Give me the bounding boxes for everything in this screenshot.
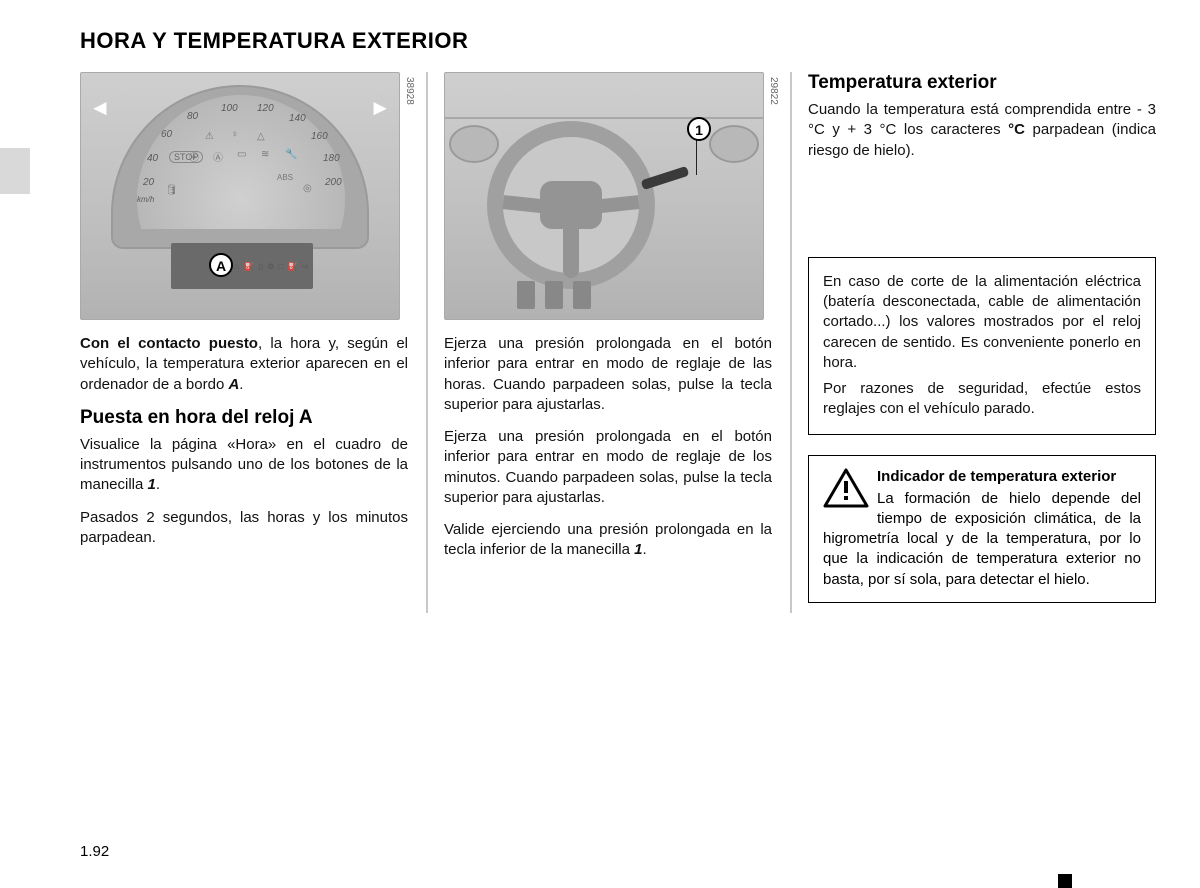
page-number: 1.92 [80, 843, 109, 860]
col1-para-2: Visualice la página «Hora» en el cuadro … [80, 435, 408, 496]
column-2: 1 29822 Ejerza una presión prolongada en… [444, 72, 792, 613]
figure-1-ref: 38928 [404, 77, 415, 105]
warning-triangle-icon [823, 468, 869, 508]
wheel-hub [540, 181, 602, 229]
speed-100: 100 [221, 103, 238, 114]
turn-left-icon: ◄ [89, 95, 111, 121]
pedal-1 [517, 281, 535, 309]
abs-icon: ABS [277, 173, 293, 182]
clock-setting-heading: Puesta en hora del reloj A [80, 407, 408, 429]
column-3: Temperatura exterior Cuando la temperatu… [808, 72, 1156, 613]
figure-2-ref: 29822 [768, 77, 779, 105]
col1-para-3: Pasados 2 segundos, las horas y los minu… [80, 508, 408, 549]
auto-icon: Ⓐ [213, 149, 223, 164]
col1-p2-a: Visualice la página «Hora» en el cuadro … [80, 436, 408, 494]
battery-icon: ▭ [237, 149, 246, 160]
pedal-2 [545, 281, 563, 309]
vent-right-icon [709, 125, 759, 163]
vent-left-icon [449, 125, 499, 163]
col3-para-1: Cuando la temperatura está comprendida e… [808, 100, 1156, 161]
speed-200: 200 [325, 177, 342, 188]
col2-p3-a: Valide ejerciendo una presión prolongada… [444, 521, 772, 558]
col1-p2-b: . [156, 476, 160, 493]
turn-right-icon: ► [369, 95, 391, 121]
col2-para-3: Valide ejerciendo una presión prolongada… [444, 520, 772, 561]
speed-160: 160 [311, 131, 328, 142]
callout-a: A [209, 253, 233, 277]
page-title: HORA Y TEMPERATURA EXTERIOR [80, 28, 1128, 54]
wrench-icon: 🔧 [285, 149, 297, 160]
speed-80: 80 [187, 111, 198, 122]
info-box-p2: Por razones de seguridad, efectúe estos … [823, 379, 1141, 420]
display-icons-row: ♨ ⛽ ▯ ⚙ □ ⛽ ⇨ [233, 262, 310, 271]
ignition-on-label: Con el contacto puesto [80, 335, 258, 352]
speed-140: 140 [289, 113, 306, 124]
ref-1a: 1 [148, 476, 156, 493]
col2-para-2: Ejerza una presión prolongada en el botó… [444, 427, 772, 508]
speed-20: 20 [143, 177, 154, 188]
column-1: ◄ ► 20 40 60 80 100 120 140 160 180 200 … [80, 72, 428, 613]
warning-box-ice: Indicador de temperatura exterior La for… [808, 455, 1156, 603]
brake-icon: ⦿ [189, 149, 199, 164]
info-box-p1: En caso de corte de la alimentación eléc… [823, 272, 1141, 373]
wheel-spoke-bottom [563, 224, 579, 278]
speed-180: 180 [323, 153, 340, 164]
deg-c-label: °C [1008, 121, 1025, 138]
figure-1-gauge: ◄ ► 20 40 60 80 100 120 140 160 180 200 … [80, 72, 400, 320]
oil-icon: 🛢 [165, 185, 178, 196]
speed-60: 60 [161, 129, 172, 140]
speed-120: 120 [257, 103, 274, 114]
speed-unit: km/h [137, 195, 154, 204]
figure-2-wheel: 1 29822 [444, 72, 764, 320]
info-box-power: En caso de corte de la alimentación eléc… [808, 257, 1156, 435]
callout-1: 1 [687, 117, 711, 141]
warn-heading: Indicador de temperatura exterior [823, 468, 1141, 485]
col1-para-1: Con el contacto puesto, la hora y, según… [80, 334, 408, 395]
warning-icon: △ [257, 131, 265, 142]
speed-40: 40 [147, 153, 158, 164]
section-tab [0, 148, 30, 194]
col1-p1-end: . [239, 376, 243, 393]
ext-temp-heading: Temperatura exterior [808, 72, 1156, 94]
seatbelt-icon: ♀ [231, 129, 239, 140]
steering-wheel [487, 121, 655, 289]
dash-line [445, 117, 763, 119]
airbag-icon: ⚠ [205, 131, 214, 142]
page-cut-mark [1058, 874, 1072, 888]
warn-body: La formación de hielo depende del tiempo… [823, 489, 1141, 590]
callout-line [696, 139, 698, 175]
control-stalk [641, 166, 690, 190]
esc-icon: ≋ [261, 149, 269, 160]
steering-icon: ◎ [303, 183, 312, 194]
ref-a: A [228, 376, 239, 393]
col2-para-1: Ejerza una presión prolongada en el botó… [444, 334, 772, 415]
content-columns: ◄ ► 20 40 60 80 100 120 140 160 180 200 … [80, 72, 1128, 613]
pedal-3 [573, 281, 591, 309]
col2-p3-b: . [642, 541, 646, 558]
